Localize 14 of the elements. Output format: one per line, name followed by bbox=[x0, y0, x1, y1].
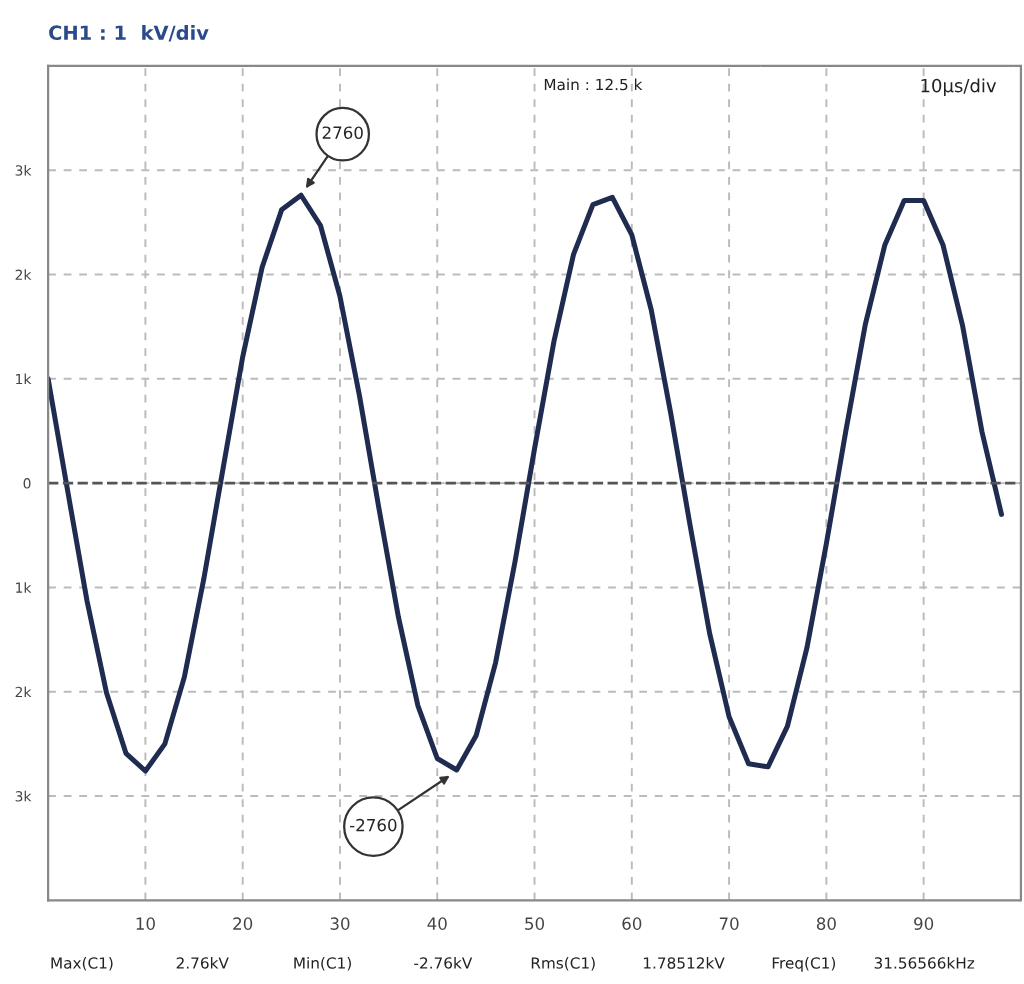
x-tick-label: 20 bbox=[233, 917, 253, 930]
x-tick-label: 90 bbox=[914, 917, 934, 930]
annotation: 10µs/div bbox=[921, 78, 997, 96]
x-tick-label: 40 bbox=[427, 917, 447, 930]
x-tick-label: 50 bbox=[525, 917, 545, 930]
x-tick-label: 10 bbox=[136, 917, 155, 930]
x-tick-label: 60 bbox=[622, 917, 642, 930]
x-tick-label: 30 bbox=[330, 917, 350, 930]
x-tick-label: 70 bbox=[719, 917, 739, 930]
line-series bbox=[48, 192, 1004, 774]
annotation: -2760 bbox=[349, 818, 397, 832]
chart-title: CH1 : 1 kV/div bbox=[49, 25, 209, 42]
x-tick-label: 80 bbox=[816, 917, 836, 930]
annotation: 2760 bbox=[322, 126, 363, 139]
